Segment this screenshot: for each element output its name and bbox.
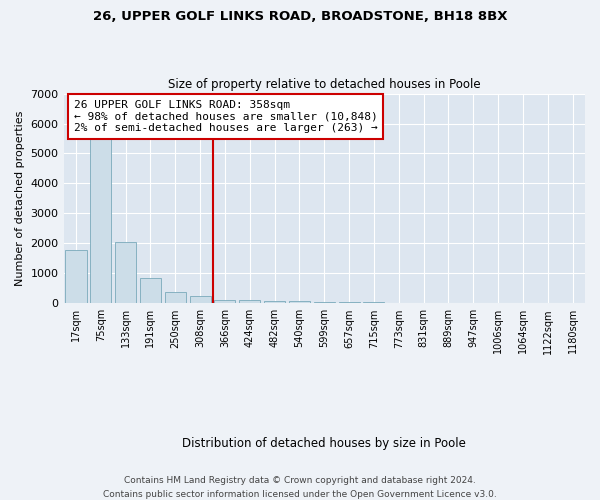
Bar (338, 302, 359, 304)
Text: Contains HM Land Registry data © Crown copyright and database right 2024.
Contai: Contains HM Land Registry data © Crown c… (103, 476, 497, 498)
Bar (314, 302, 335, 304)
Y-axis label: Number of detached properties: Number of detached properties (15, 110, 25, 286)
Bar (239, 300, 260, 304)
Text: 26 UPPER GOLF LINKS ROAD: 358sqm
← 98% of detached houses are smaller (10,848)
2: 26 UPPER GOLF LINKS ROAD: 358sqm ← 98% o… (74, 100, 378, 133)
Bar (140, 278, 161, 303)
X-axis label: Distribution of detached houses by size in Poole: Distribution of detached houses by size … (182, 437, 466, 450)
Bar (90, 130, 112, 304)
Bar (65, 250, 86, 304)
Bar (264, 300, 285, 304)
Bar (364, 302, 385, 304)
Bar (190, 296, 211, 304)
Bar (115, 242, 136, 304)
Bar (165, 292, 186, 304)
Text: 26, UPPER GOLF LINKS ROAD, BROADSTONE, BH18 8BX: 26, UPPER GOLF LINKS ROAD, BROADSTONE, B… (93, 10, 507, 23)
Bar (214, 300, 235, 304)
Bar (289, 302, 310, 304)
Title: Size of property relative to detached houses in Poole: Size of property relative to detached ho… (168, 78, 481, 91)
